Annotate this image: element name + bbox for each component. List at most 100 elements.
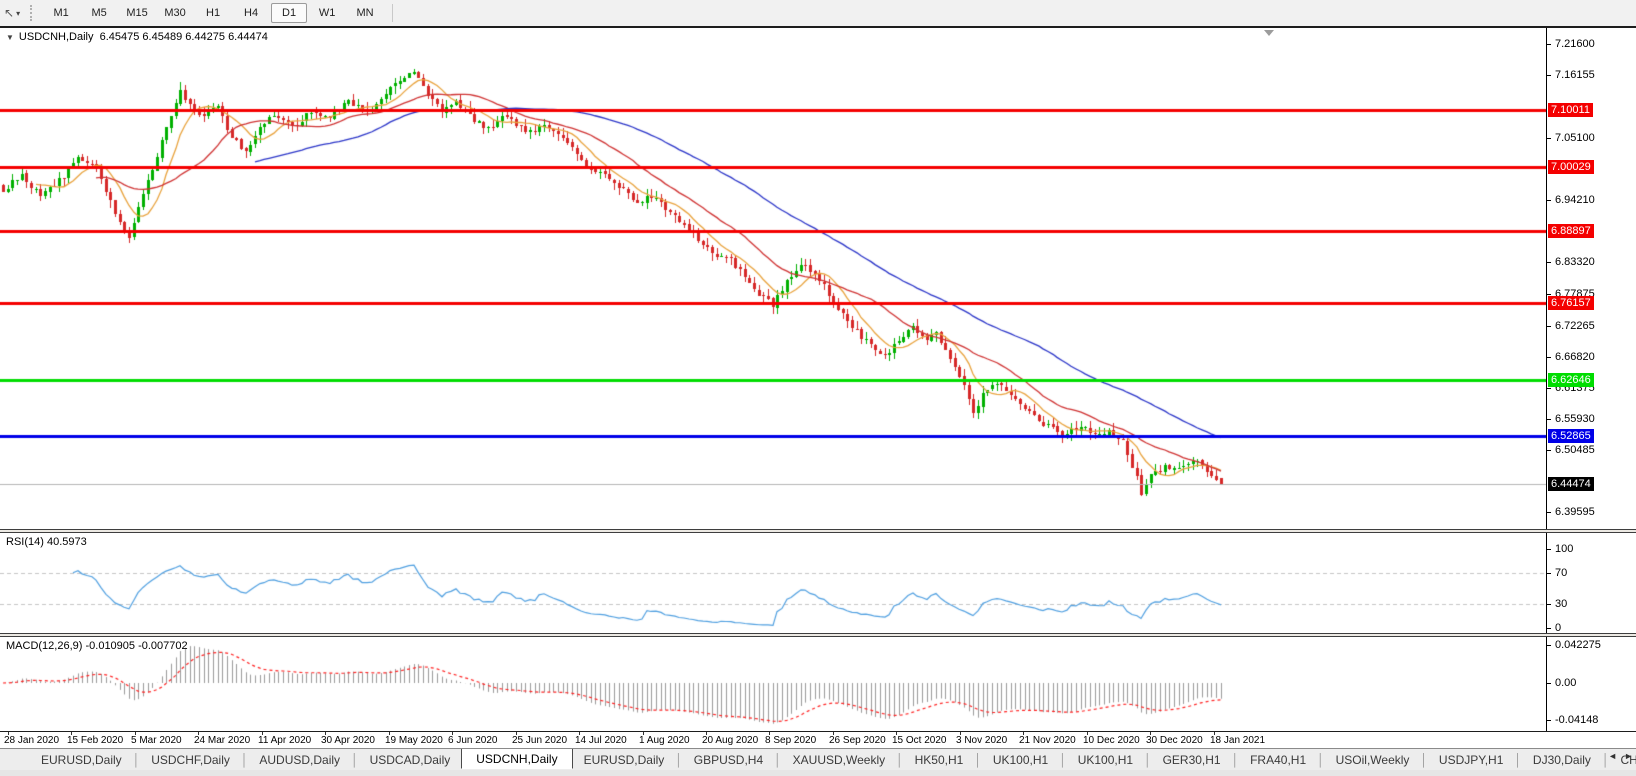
panel-splitter[interactable] (0, 633, 1636, 637)
chart-tab-usoil-weekly[interactable]: USOil,Weekly (1335, 752, 1410, 767)
toolbar-grip[interactable] (30, 5, 34, 21)
dropdown-caret-icon[interactable]: ▾ (16, 8, 21, 18)
rsi-label-row: RSI(14) 40.5973 (6, 536, 87, 548)
date-tick-mark (1150, 732, 1151, 735)
macd-values: -0.010905 -0.007702 (85, 640, 188, 652)
date-tick-mark (706, 732, 707, 735)
rsi-tick-mark (1547, 573, 1551, 574)
chart-tab-dj30-daily[interactable]: DJ30,Daily (1532, 752, 1591, 767)
date-tick-mark (262, 732, 263, 735)
date-tick-mark (389, 732, 390, 735)
date-label: 11 Apr 2020 (258, 735, 312, 746)
price-tick-mark (1547, 75, 1551, 76)
cursor-tool-icon[interactable]: ↖ ▾ (4, 6, 21, 20)
timeframe-button-w1[interactable]: W1 (318, 7, 336, 19)
macd-tick-mark (1547, 645, 1551, 646)
rsi-canvas[interactable] (0, 533, 1546, 633)
date-label: 28 Jan 2020 (4, 735, 60, 746)
macd-axis[interactable]: 0.042275 0.00 -0.04148 (1547, 637, 1636, 731)
price-tick-mark (1547, 200, 1551, 201)
chart-tab-gbpusd-h4[interactable]: GBPUSD,H4 (693, 752, 764, 767)
price-tick-mark (1547, 294, 1551, 295)
date-tick-mark (135, 732, 136, 735)
macd-tick-label: 0.042275 (1555, 639, 1601, 651)
date-tick-mark (896, 732, 897, 735)
level-price-label: 6.62646 (1548, 373, 1594, 387)
panel-splitter[interactable] (0, 529, 1636, 533)
level-price-label: 6.88897 (1548, 224, 1594, 238)
chart-ohlc-values: 6.45475 6.45489 6.44275 6.44474 (99, 31, 268, 43)
price-tick-label: 6.83320 (1555, 256, 1595, 268)
timeframe-button-h4[interactable]: H4 (244, 7, 259, 19)
date-axis[interactable]: 28 Jan 2020 15 Feb 2020 5 Mar 2020 24 Mar 2… (0, 732, 1636, 748)
chart-title: ▼ USDCNH,Daily 6.45475 6.45489 6.44275 6.… (6, 31, 268, 43)
level-price-label: 7.00029 (1548, 160, 1594, 174)
tab-scroll-right-icon[interactable]: ► (1624, 751, 1633, 761)
price-tick-label: 7.05100 (1555, 132, 1595, 144)
chart-tab-usdcad-daily[interactable]: USDCAD,Daily (369, 752, 451, 767)
chart-tab-audusd-daily[interactable]: AUDUSD,Daily (259, 752, 341, 767)
date-label: 24 Mar 2020 (194, 735, 251, 746)
macd-plot-area[interactable] (0, 637, 1547, 731)
chart-tab-ger30-h1[interactable]: GER30,H1 (1162, 752, 1221, 767)
rsi-tick-mark (1547, 549, 1551, 550)
price-tick-mark (1547, 44, 1551, 45)
chart-tab-fra40-h1[interactable]: FRA40,H1 (1250, 752, 1307, 767)
timeframe-button-m30[interactable]: M30 (164, 7, 186, 19)
tab-separator: │ (132, 752, 141, 767)
chart-tab-eurusd-daily[interactable]: EURUSD,Daily (583, 752, 665, 767)
chart-tab-uk100-h1[interactable]: UK100,H1 (992, 752, 1049, 767)
chart-tab-usdcnh-daily[interactable]: USDCNH,Daily (461, 749, 573, 769)
tab-separator: │ (1231, 752, 1240, 767)
price-tick-label: 6.72265 (1555, 320, 1595, 332)
date-label: 3 Nov 2020 (956, 735, 1008, 746)
rsi-tick-label: 70 (1555, 567, 1568, 579)
price-plot-area[interactable] (0, 28, 1547, 529)
level-price-label: 6.76157 (1548, 296, 1594, 310)
chart-window-bottom-border (0, 731, 1636, 732)
price-tick-label: 7.21600 (1555, 38, 1595, 50)
price-tick-label: 7.16155 (1555, 69, 1595, 81)
price-tick-label: 6.50485 (1555, 444, 1595, 456)
rsi-plot-area[interactable] (0, 533, 1547, 633)
rsi-tick-mark (1547, 604, 1551, 605)
price-tick-mark (1547, 262, 1551, 263)
rsi-tick-label: 30 (1555, 598, 1568, 610)
timeframe-button-m5[interactable]: M5 (91, 7, 107, 19)
chart-shift-marker[interactable] (1264, 30, 1274, 36)
macd-canvas[interactable] (0, 637, 1546, 731)
timeframe-button-d1[interactable]: D1 (271, 3, 308, 23)
rsi-value: 40.5973 (46, 536, 87, 548)
rsi-tick-label: 100 (1555, 543, 1574, 555)
tab-scroll-left-icon[interactable]: ◄ (1608, 751, 1618, 761)
timeframe-button-mn[interactable]: MN (356, 7, 374, 19)
timeframe-button-m15[interactable]: M15 (126, 7, 148, 19)
chart-tab-eurusd-daily[interactable]: EURUSD,Daily (41, 752, 122, 767)
rsi-axis[interactable]: 100 70 30 0 (1547, 533, 1636, 633)
price-tick-mark (1547, 326, 1551, 327)
timeframe-button-m1[interactable]: M1 (53, 7, 69, 19)
chart-tab-china300-h1[interactable]: CHINA300,H1 (1620, 752, 1636, 767)
price-tick-label: 6.55930 (1555, 413, 1595, 425)
date-tick-mark (579, 732, 580, 735)
date-tick-mark (833, 732, 834, 735)
date-label: 10 Dec 2020 (1083, 735, 1140, 746)
date-tick-mark (1214, 732, 1215, 735)
chart-tab-usdchf-daily[interactable]: USDCHF,Daily (151, 752, 230, 767)
chart-tab-hk50-h1[interactable]: HK50,H1 (914, 752, 964, 767)
period-toolbar: ↖ ▾ M1 M5 M15 M30 H1 H4 D1 W1 MN (0, 0, 1636, 26)
date-tick-mark (516, 732, 517, 735)
collapse-triangle-icon[interactable]: ▼ (6, 33, 14, 42)
macd-tick-mark (1547, 683, 1551, 684)
level-price-label: 6.52865 (1548, 429, 1594, 443)
main-chart-canvas[interactable] (0, 28, 1546, 529)
timeframe-button-h1[interactable]: H1 (206, 7, 221, 19)
date-label: 15 Feb 2020 (67, 735, 124, 746)
price-axis[interactable]: 7.21600 7.16155 7.05100 6.94210 6.83320 6.778… (1547, 28, 1636, 529)
rsi-tick-label: 0 (1555, 622, 1562, 633)
chart-tab-xauusd-weekly[interactable]: XAUUSD,Weekly (792, 752, 886, 767)
chart-tab-usdjpy-h1[interactable]: USDJPY,H1 (1438, 752, 1504, 767)
macd-label-row: MACD(12,26,9) -0.010905 -0.007702 (6, 640, 188, 652)
chart-tab-uk100-h1[interactable]: UK100,H1 (1077, 752, 1134, 767)
